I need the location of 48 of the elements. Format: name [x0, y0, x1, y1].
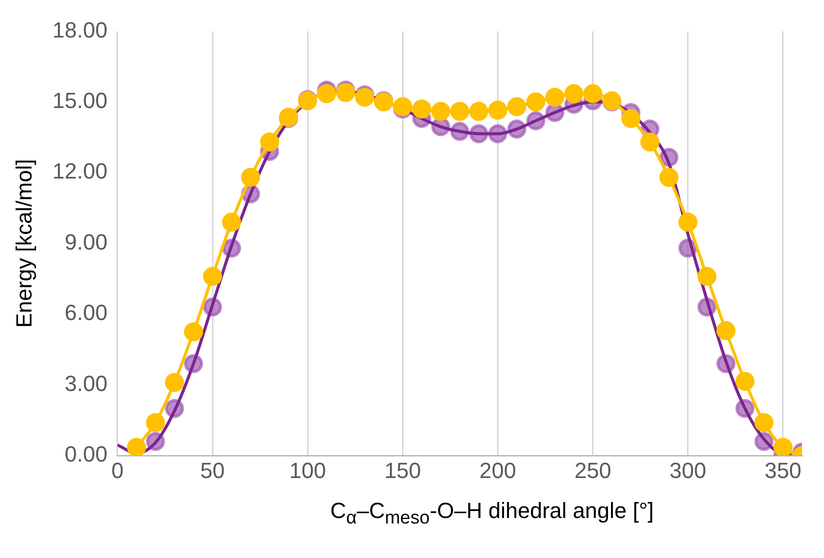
point: [640, 132, 660, 152]
point: [146, 413, 165, 432]
point: [697, 266, 716, 286]
point: [526, 92, 546, 112]
y-tick-label: 18.00: [52, 17, 108, 42]
point: [165, 373, 184, 392]
point: [469, 102, 488, 121]
x-axis-title: C$_{α}$–C$_{meso}$-O–H dihedral angle [°]: [329, 498, 655, 528]
x-tick-label: 150: [384, 458, 422, 483]
point: [507, 97, 526, 116]
point: [126, 438, 146, 456]
point: [564, 84, 584, 104]
x-tick-label: 0: [111, 458, 124, 483]
point: [393, 97, 412, 116]
x-tick-label: 300: [670, 458, 706, 483]
x-tick-label: 50: [200, 458, 225, 483]
x-tick-label: 350: [764, 458, 802, 483]
point: [716, 321, 736, 340]
point: [336, 83, 356, 102]
point: [773, 438, 792, 456]
point: [754, 413, 774, 432]
point: [355, 88, 374, 107]
y-tick-label: 9.00: [64, 229, 108, 254]
point: [488, 100, 508, 120]
y-tick-label: 0.00: [64, 442, 108, 467]
point: [260, 132, 280, 152]
point: [431, 102, 450, 121]
x-tick-label: 250: [574, 458, 612, 483]
y-tick-label: 6.00: [64, 300, 108, 326]
point: [545, 88, 564, 107]
point: [241, 168, 260, 187]
y-tick-label: 3.00: [64, 370, 108, 396]
point: [412, 100, 432, 119]
y-axis-title: Energy [kcal/mol]: [11, 159, 36, 328]
point: [583, 84, 602, 104]
point: [621, 108, 640, 128]
point: [203, 266, 222, 286]
point: [222, 212, 242, 232]
point: [317, 84, 336, 104]
point: [184, 322, 204, 342]
y-tick-label: 12.00: [52, 158, 108, 184]
y-tick-label: 15.00: [52, 88, 108, 113]
x-tick-label: 100: [289, 458, 326, 483]
point: [450, 102, 470, 121]
point: [659, 168, 678, 187]
point: [735, 372, 754, 391]
point: [678, 212, 698, 232]
x-tick-label: 200: [479, 458, 516, 483]
